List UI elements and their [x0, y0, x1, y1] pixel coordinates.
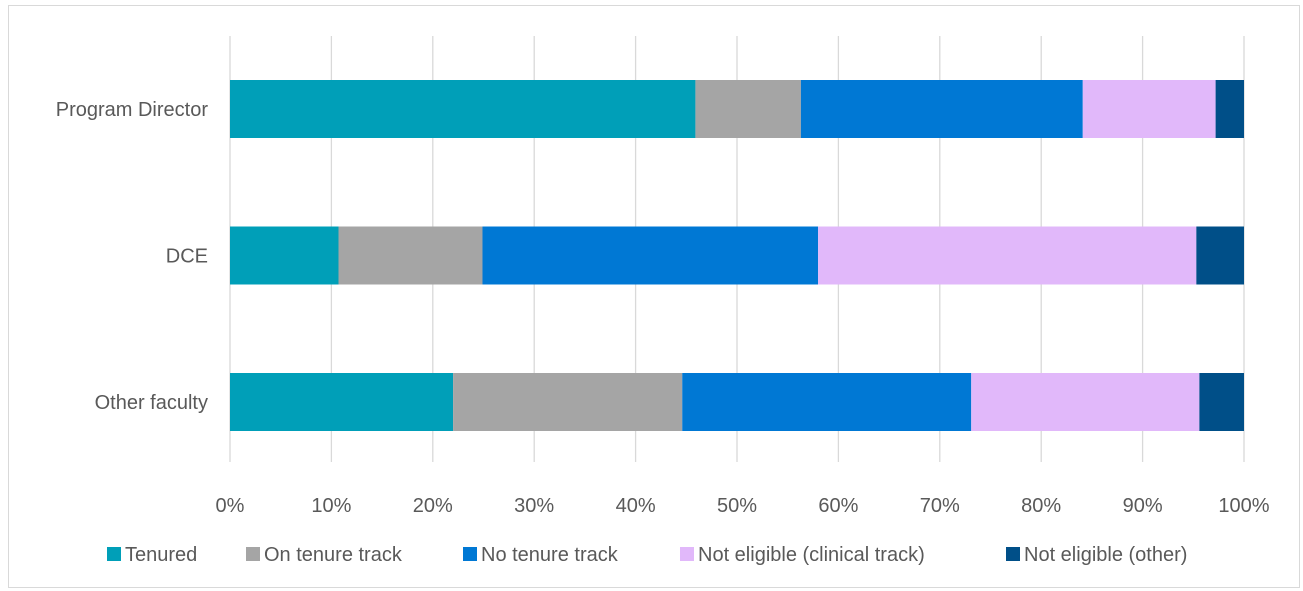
bar-segment [1215, 80, 1244, 138]
legend-label: On tenure track [264, 544, 403, 566]
category-labels: Program Director DCE Other faculty [56, 99, 209, 414]
x-tick-label: 70% [920, 495, 960, 517]
legend-swatch [246, 547, 260, 561]
bar-segment [230, 373, 454, 431]
bar-segment [818, 226, 1197, 285]
bar-segment [230, 80, 696, 138]
legend-swatch [1006, 547, 1020, 561]
bar-segment [1082, 80, 1216, 138]
legend-swatch [107, 547, 121, 561]
x-tick-label: 30% [514, 495, 554, 517]
x-tick-label: 100% [1218, 495, 1269, 517]
legend-label: Tenured [125, 544, 197, 566]
bar-segment [1199, 373, 1244, 431]
legend-label: No tenure track [481, 544, 619, 566]
bar-segment [230, 226, 339, 285]
x-tick-label: 20% [413, 495, 453, 517]
legend-label: Not eligible (other) [1024, 544, 1187, 566]
legend-swatch [680, 547, 694, 561]
category-label: Other faculty [95, 392, 208, 414]
x-tick-label: 0% [216, 495, 245, 517]
bar-segment [1196, 226, 1244, 285]
category-label: DCE [166, 246, 208, 268]
bar-segment [695, 80, 801, 138]
bar-segment [800, 80, 1083, 138]
x-tick-label: 10% [311, 495, 351, 517]
legend-swatch [463, 547, 477, 561]
legend: Tenured On tenure track No tenure track Not… [107, 544, 1187, 566]
x-tick-label: 90% [1123, 495, 1163, 517]
x-tick-label: 80% [1021, 495, 1061, 517]
x-tick-label: 50% [717, 495, 757, 517]
x-tick-label: 40% [616, 495, 656, 517]
bar-segment [338, 226, 483, 285]
bar-segment [971, 373, 1200, 431]
x-tick-label: 60% [818, 495, 858, 517]
category-label: Program Director [56, 99, 209, 121]
legend-label: Not eligible (clinical track) [698, 544, 925, 566]
x-tick-labels: 0% 10% 20% 30% 40% 50% 60% 70% 80% 90% 100% [216, 495, 1270, 517]
bar-segment [482, 226, 819, 285]
bar-segment [682, 373, 972, 431]
bars [230, 80, 1244, 431]
bar-segment [453, 373, 683, 431]
